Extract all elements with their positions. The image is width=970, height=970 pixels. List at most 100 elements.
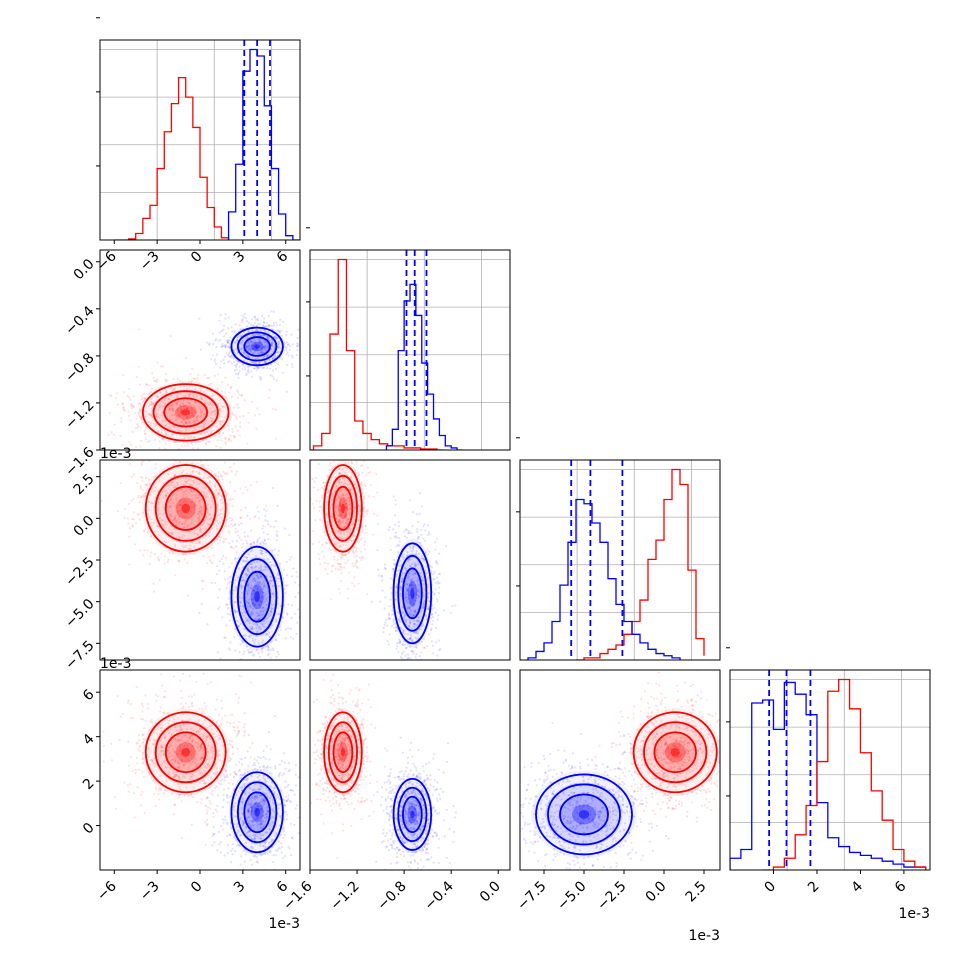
axes-frame xyxy=(309,669,511,871)
x-tick-label: −1.2 xyxy=(327,878,362,913)
contour-line-2 xyxy=(243,570,271,623)
x-tick-label: 0 xyxy=(188,878,206,896)
contour-line-0 xyxy=(230,326,284,367)
axes-frame xyxy=(519,459,721,661)
axes-frame xyxy=(519,669,721,871)
x-tick-label: −0.8 xyxy=(374,878,409,913)
density-level-4 xyxy=(254,591,260,603)
y-tick-label: −1.6 xyxy=(62,444,97,479)
scale-label: 1e-3 xyxy=(269,916,300,932)
contour-line-2 xyxy=(163,397,209,428)
scatter-2-1-panel xyxy=(309,459,511,661)
x-tick-label: −3 xyxy=(137,878,163,904)
x-tick-label: 6 xyxy=(274,248,292,266)
axes-frame xyxy=(729,669,931,871)
contour-line-0 xyxy=(230,545,284,648)
density-level-4 xyxy=(410,587,415,599)
scatter-2-0-panel: 2.50.0−2.5−5.0−7.5 1e-3 xyxy=(62,459,301,673)
y-tick-label: 0.0 xyxy=(71,256,98,283)
hist-0-panel: −6 −3 0 3 6 xyxy=(94,17,301,274)
contour-line-1 xyxy=(152,390,219,435)
histogram-step-0 xyxy=(310,258,446,450)
density-level-4 xyxy=(670,747,680,757)
x-tick-label: 0.0 xyxy=(643,878,670,905)
contour-line-1 xyxy=(643,721,708,784)
y-tick-label: 2 xyxy=(80,775,98,793)
contour-line-1 xyxy=(397,554,428,632)
contour-line-1 xyxy=(236,331,278,362)
contour-line-2 xyxy=(243,336,271,357)
contour-line-1 xyxy=(154,474,217,542)
density-level-4 xyxy=(254,807,260,817)
scale-label: 1e-3 xyxy=(899,906,930,922)
x-tick-label: −3 xyxy=(137,248,163,274)
axes-frame xyxy=(309,459,511,661)
contour-line-0 xyxy=(392,777,433,851)
contour-line-2 xyxy=(243,791,271,834)
scatter-3-1-panel: −1.6 −1.2 −0.8 −0.4 0.0 xyxy=(280,669,511,914)
y-tick-label: 0 xyxy=(80,820,98,838)
contour-line-0 xyxy=(230,771,284,854)
axes-frame xyxy=(309,249,511,451)
x-tick-label: 3 xyxy=(231,248,249,266)
density-level-4 xyxy=(340,503,346,514)
scale-label: 1e-3 xyxy=(689,928,720,944)
x-tick-label: −7.5 xyxy=(514,878,549,913)
density-level-4 xyxy=(181,503,191,514)
histogram-step-0 xyxy=(730,681,927,870)
x-tick-label: −2.5 xyxy=(594,878,629,913)
contour-line-2 xyxy=(164,731,207,774)
contour-line-0 xyxy=(535,773,633,856)
hist-2-panel xyxy=(516,437,721,661)
histogram-step-1 xyxy=(762,678,927,870)
x-tick-label: 4 xyxy=(848,878,866,896)
density-level-4 xyxy=(578,810,590,819)
contour-line-1 xyxy=(236,781,278,844)
contour-line-1 xyxy=(154,721,217,784)
x-tick-label: 0 xyxy=(188,248,206,266)
contour-line-0 xyxy=(323,464,363,553)
x-tick-label: −0.4 xyxy=(421,878,456,913)
contour-line-1 xyxy=(547,783,621,846)
y-tick-label: −0.8 xyxy=(62,350,97,385)
histogram-step-0 xyxy=(576,468,705,660)
y-tick-label: −1.2 xyxy=(62,397,97,432)
contour-line-2 xyxy=(332,485,354,531)
contour-line-0 xyxy=(392,542,433,645)
x-tick-label: 6 xyxy=(892,878,910,896)
density-level-4 xyxy=(181,409,191,416)
contour-line-0 xyxy=(323,711,363,794)
x-tick-label: 0.0 xyxy=(477,878,504,905)
contour-line-0 xyxy=(144,464,227,553)
histogram-step-1 xyxy=(527,498,681,660)
density-level-4 xyxy=(181,747,191,757)
histogram-step-1 xyxy=(227,48,300,240)
x-tick-label: 0 xyxy=(762,878,780,896)
x-tick-label: 2.5 xyxy=(683,878,710,905)
y-tick-label: −5.0 xyxy=(62,596,97,631)
histogram-step-1 xyxy=(385,283,463,450)
y-tick-label: −0.4 xyxy=(62,303,97,338)
axes-frame xyxy=(99,249,301,451)
contour-line-1 xyxy=(327,721,358,784)
contour-line-2 xyxy=(402,567,423,620)
contour-line-2 xyxy=(653,731,697,774)
x-tick-label: −1.6 xyxy=(280,878,315,913)
scatter-3-2-panel: −7.5 −5.0 −2.5 0.0 2.5 1e-3 xyxy=(514,669,721,944)
y-tick-label: −2.5 xyxy=(62,554,97,589)
density-level-4 xyxy=(340,747,346,757)
y-tick-label: 4 xyxy=(80,731,98,749)
contour-line-1 xyxy=(397,786,428,843)
y-tick-label: 6 xyxy=(80,687,98,705)
contour-line-2 xyxy=(559,793,609,836)
histogram-step-0 xyxy=(114,77,230,240)
x-tick-label: −5.0 xyxy=(554,878,589,913)
axes-frame xyxy=(99,459,301,661)
scatter-1-0-panel: 0.0−0.4−0.8−1.2−1.6 1e-3 xyxy=(62,249,301,480)
contour-line-0 xyxy=(144,711,227,794)
contour-line-2 xyxy=(402,795,423,834)
contour-line-1 xyxy=(327,474,358,542)
contour-line-0 xyxy=(141,383,230,442)
